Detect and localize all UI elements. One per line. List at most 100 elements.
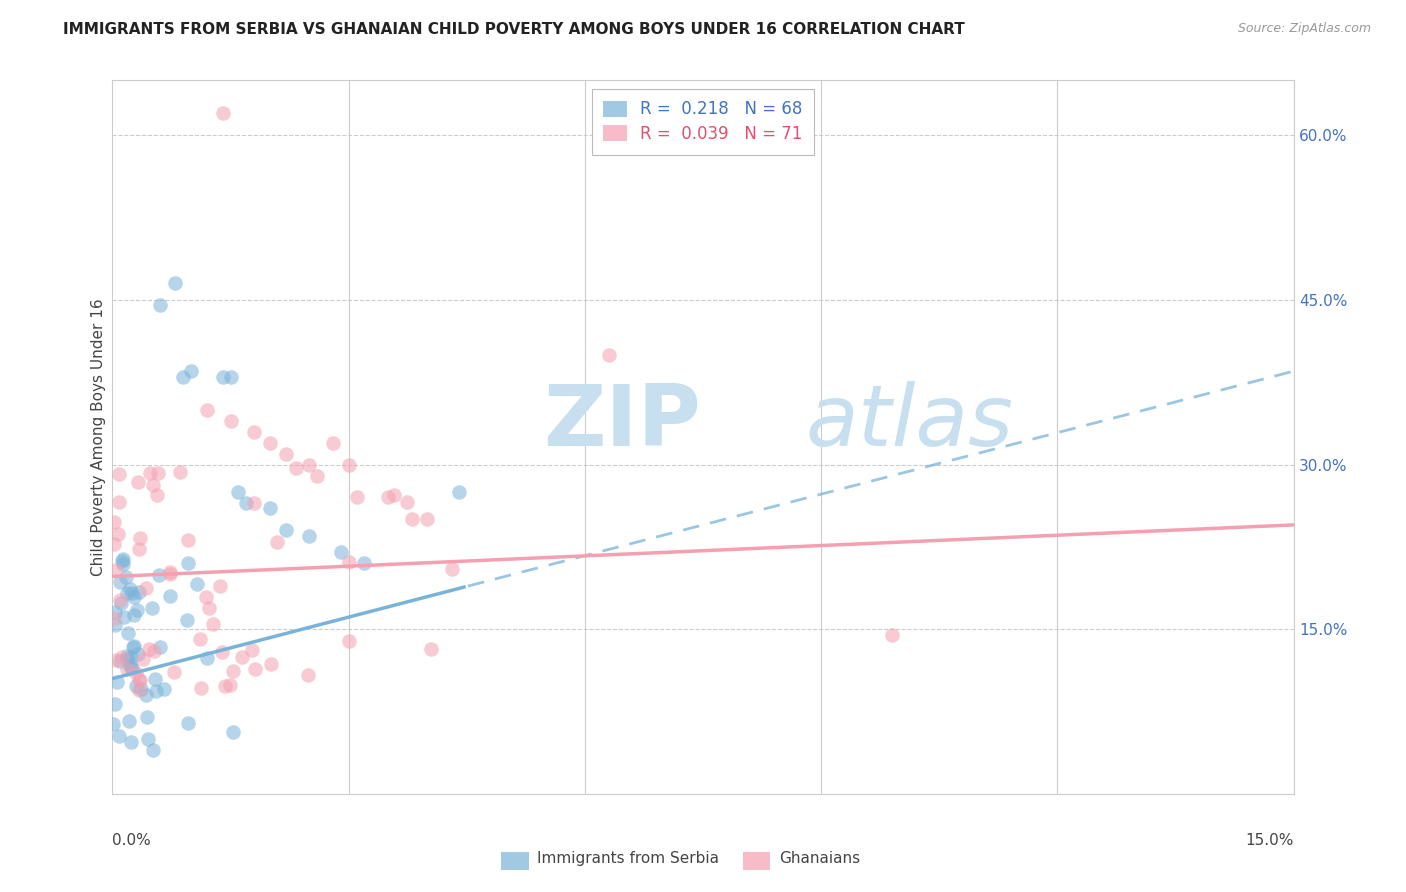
Point xyxy=(104,617,127,632)
Point xyxy=(219,369,242,384)
Point xyxy=(242,496,264,510)
Point xyxy=(121,735,143,749)
Point xyxy=(149,298,172,312)
Point xyxy=(115,585,138,599)
Point xyxy=(219,678,242,692)
Text: Immigrants from Serbia: Immigrants from Serbia xyxy=(537,851,718,865)
Point xyxy=(401,512,423,526)
Point xyxy=(117,625,139,640)
Point xyxy=(202,616,225,631)
Point xyxy=(135,688,157,702)
Point xyxy=(104,653,127,667)
Text: 15.0%: 15.0% xyxy=(1246,833,1294,848)
Point xyxy=(132,652,155,666)
Point xyxy=(112,552,135,566)
Point xyxy=(124,607,146,622)
Point xyxy=(243,662,266,676)
Point xyxy=(221,724,243,739)
Point xyxy=(159,565,181,579)
Point xyxy=(103,611,125,625)
Point xyxy=(111,649,134,664)
Point xyxy=(195,590,218,604)
Point xyxy=(121,661,143,675)
Text: Ghanaians: Ghanaians xyxy=(779,851,860,865)
Point xyxy=(441,562,464,576)
Text: atlas: atlas xyxy=(806,381,1014,465)
Point xyxy=(125,666,148,681)
Text: 0.0%: 0.0% xyxy=(112,833,152,848)
Point xyxy=(136,710,159,724)
Point xyxy=(108,575,131,590)
Point xyxy=(447,485,470,500)
Point xyxy=(128,584,150,599)
Point xyxy=(298,529,321,543)
Point xyxy=(382,488,405,502)
Point xyxy=(260,657,283,671)
Point xyxy=(228,485,250,500)
Point xyxy=(222,664,245,678)
Point xyxy=(104,697,127,711)
Point xyxy=(128,542,150,557)
Point xyxy=(298,458,321,472)
Point xyxy=(110,596,132,610)
Point xyxy=(159,566,181,581)
Legend: R =  0.218   N = 68, R =  0.039   N = 71: R = 0.218 N = 68, R = 0.039 N = 71 xyxy=(592,88,814,154)
Point xyxy=(395,495,418,509)
Point xyxy=(118,582,141,597)
Point xyxy=(125,679,148,693)
Point xyxy=(598,348,620,362)
Point xyxy=(176,533,198,547)
Bar xyxy=(501,852,529,870)
Point xyxy=(259,435,281,450)
Point xyxy=(122,590,145,604)
Point xyxy=(169,466,191,480)
Text: ZIP: ZIP xyxy=(544,381,702,465)
Point xyxy=(274,524,297,538)
Point xyxy=(416,512,439,526)
Point xyxy=(128,673,150,687)
Point xyxy=(108,467,131,482)
Point xyxy=(104,606,127,620)
Point xyxy=(209,578,232,592)
Point xyxy=(143,673,166,687)
Point xyxy=(266,534,288,549)
Point xyxy=(120,661,142,675)
Point xyxy=(190,681,212,696)
Y-axis label: Child Poverty Among Boys Under 16: Child Poverty Among Boys Under 16 xyxy=(90,298,105,576)
Point xyxy=(297,668,319,682)
Point xyxy=(115,570,138,584)
Point xyxy=(274,446,297,460)
Point xyxy=(177,715,200,730)
Point xyxy=(880,628,903,642)
Point xyxy=(122,640,145,654)
Point xyxy=(115,648,138,663)
Point xyxy=(240,642,263,657)
Point xyxy=(176,613,198,627)
Bar xyxy=(742,852,770,870)
Point xyxy=(152,681,174,696)
Point xyxy=(115,652,138,666)
Point xyxy=(322,435,344,450)
Point xyxy=(149,640,172,654)
Point xyxy=(142,742,165,756)
Point xyxy=(120,649,142,664)
Point xyxy=(108,654,131,668)
Point xyxy=(128,682,150,697)
Point xyxy=(121,585,143,599)
Point xyxy=(195,651,218,665)
Point xyxy=(142,478,165,492)
Point xyxy=(211,645,233,659)
Point xyxy=(136,732,159,747)
Point xyxy=(131,681,153,696)
Point xyxy=(135,581,157,595)
Point xyxy=(138,466,160,480)
Point xyxy=(115,662,138,676)
Point xyxy=(180,364,202,378)
Point xyxy=(112,609,135,624)
Point xyxy=(148,567,170,582)
Point xyxy=(307,468,329,483)
Point xyxy=(339,634,361,648)
Point xyxy=(186,576,208,591)
Point xyxy=(124,640,146,654)
Point xyxy=(125,603,148,617)
